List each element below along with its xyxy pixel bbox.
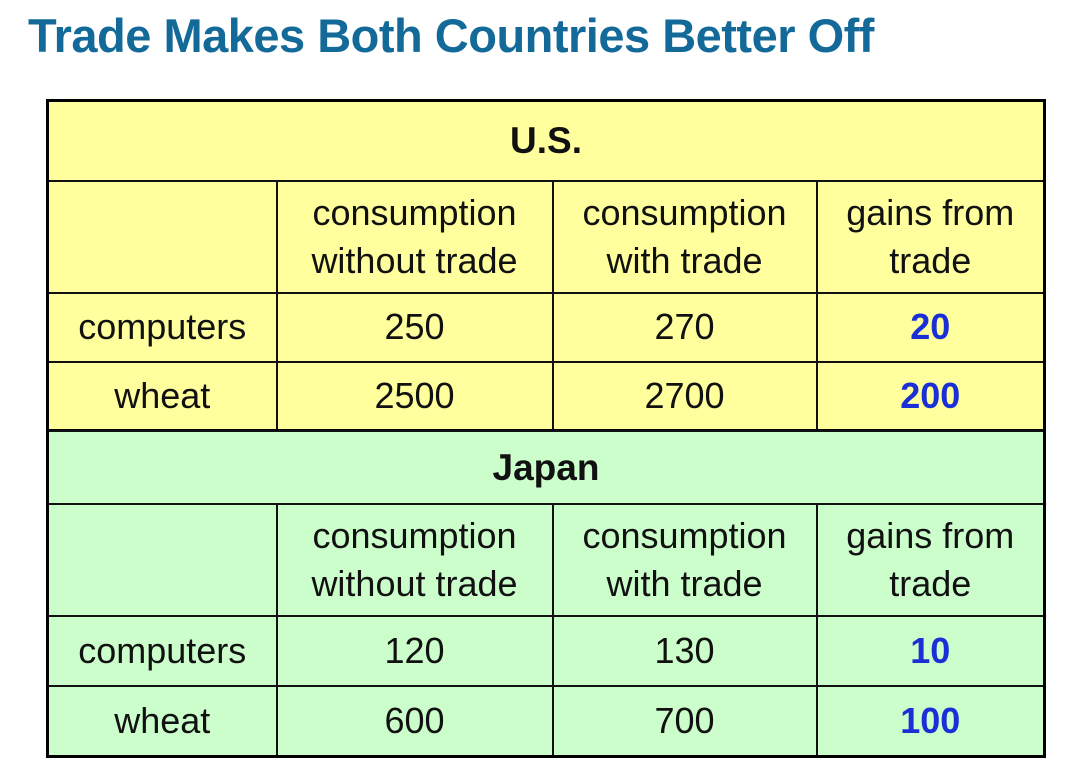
value-with-trade: 700 <box>551 685 818 757</box>
col-header-line: with trade <box>606 563 763 604</box>
col-header-line: consumption <box>582 191 787 233</box>
japan-column-header-row: consumption without trade consumption with… <box>46 503 1046 617</box>
page-title: Trade Makes Both Countries Better Off <box>28 9 874 62</box>
col-header-line: without trade <box>311 239 518 281</box>
col-header-line: without trade <box>311 563 518 604</box>
japan-header-row: Japan <box>46 430 1046 505</box>
col-header-line: gains from <box>846 515 1015 556</box>
col-header-line: consumption <box>582 515 787 556</box>
value-gains: 200 <box>815 360 1046 432</box>
col-header-gains: gains from trade <box>815 179 1046 294</box>
table-row: wheat 600 700 100 <box>46 685 1046 757</box>
empty-header-cell <box>46 179 278 294</box>
col-header-without-trade: consumption without trade <box>275 503 554 617</box>
us-header-row: U.S. <box>46 99 1046 182</box>
us-table: U.S. consumption without trade consumptio… <box>46 99 1047 432</box>
good-label: wheat <box>46 360 278 432</box>
value-without-trade: 600 <box>275 685 554 757</box>
country-name-us: U.S. <box>46 99 1046 182</box>
value-gains: 10 <box>815 615 1046 687</box>
value-with-trade: 130 <box>551 615 818 687</box>
col-header-gains: gains from trade <box>815 503 1046 617</box>
value-without-trade: 250 <box>275 291 554 363</box>
us-column-header-row: consumption without trade consumption with… <box>46 179 1046 294</box>
col-header-line: consumption <box>312 191 517 233</box>
good-label: computers <box>46 291 278 363</box>
value-with-trade: 270 <box>551 291 818 363</box>
value-without-trade: 120 <box>275 615 554 687</box>
table-row: computers 250 270 20 <box>46 291 1046 363</box>
col-header-line: with trade <box>606 239 763 281</box>
empty-header-cell <box>46 503 278 617</box>
col-header-with-trade: consumption with trade <box>551 179 818 294</box>
col-header-line: trade <box>889 239 972 281</box>
good-label: computers <box>46 615 278 687</box>
value-gains: 100 <box>815 685 1046 757</box>
col-header-line: consumption <box>312 515 517 556</box>
table-row: wheat 2500 2700 200 <box>46 360 1046 432</box>
col-header-line: gains from <box>846 191 1015 233</box>
value-gains: 20 <box>815 291 1046 363</box>
value-with-trade: 2700 <box>551 360 818 432</box>
table-row: computers 120 130 10 <box>46 615 1046 687</box>
country-name-japan: Japan <box>46 430 1046 505</box>
col-header-line: trade <box>889 563 972 604</box>
value-without-trade: 2500 <box>275 360 554 432</box>
japan-table: Japan consumption without trade consumpti… <box>46 430 1046 758</box>
good-label: wheat <box>46 685 278 757</box>
col-header-without-trade: consumption without trade <box>275 179 554 294</box>
col-header-with-trade: consumption with trade <box>551 503 818 617</box>
